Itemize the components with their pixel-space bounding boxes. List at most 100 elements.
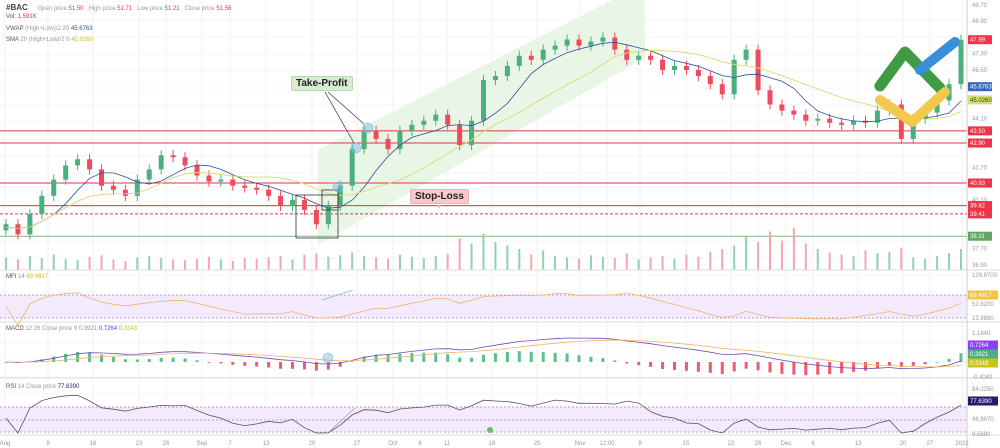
volume-bar xyxy=(231,260,234,270)
candle-body xyxy=(719,84,725,95)
high-label: High price xyxy=(88,6,116,12)
volume-bar xyxy=(697,256,700,270)
date-tick-label: 18 xyxy=(489,441,496,447)
price-legend: #BAC Open price 51.50 High price 51.71 L… xyxy=(6,3,231,12)
macd-histogram-bar xyxy=(661,362,665,369)
volume-bar xyxy=(387,258,389,270)
price-badge xyxy=(968,82,992,92)
volume-bar xyxy=(578,258,580,270)
candle-body xyxy=(827,118,833,123)
macd-histogram-bar xyxy=(243,362,247,366)
mfi-divergence-arrow xyxy=(321,289,354,301)
candle-body xyxy=(373,130,379,139)
candle-body xyxy=(39,195,45,215)
price-tick-label: 44.10 xyxy=(972,117,988,123)
candle-body xyxy=(349,149,355,186)
volume-bar xyxy=(733,245,736,270)
volume-bar xyxy=(5,257,7,270)
date-tick-label: 12:00 xyxy=(599,441,615,447)
macd-histogram-bar xyxy=(350,361,354,363)
sma-legend[interactable]: SMA 20 (High+Low)/2 0 45.0260 xyxy=(6,37,93,43)
macd-histogram-bar xyxy=(768,362,772,373)
macd-histogram-bar xyxy=(565,353,569,362)
indicator-badge xyxy=(968,358,998,368)
volume-bar xyxy=(255,258,258,270)
volume-bar xyxy=(375,257,378,270)
highlight-circle xyxy=(332,181,344,193)
macd-histogram-bar xyxy=(434,352,438,362)
candle-body xyxy=(409,124,415,131)
volume-bar xyxy=(219,259,222,270)
macd-legend[interactable]: MACD 12 26 Close price 9 0.3921 0.7264 0… xyxy=(6,326,137,332)
price-badge-label: 39.82 xyxy=(970,204,986,210)
candle-body xyxy=(146,169,152,180)
mfi-legend[interactable]: MFI 14 69.4817 xyxy=(6,274,48,280)
indicator-badge-label: 0.7264 xyxy=(970,343,989,349)
date-tick-label: Dec xyxy=(781,441,792,447)
vwap-legend[interactable]: VWAP (High+Low)/2 20 45.6763 xyxy=(6,26,93,32)
candle-body xyxy=(99,169,104,186)
take-profit-arrow xyxy=(327,91,365,125)
macd-histogram-bar xyxy=(195,360,199,362)
macd-histogram-bar xyxy=(183,358,187,362)
volume-bar xyxy=(267,257,270,270)
macd-histogram-bar xyxy=(279,362,283,369)
indicator-badge-label: 69.4817 xyxy=(970,293,992,299)
macd-histogram-bar xyxy=(899,362,903,368)
macd-histogram-bar xyxy=(756,362,760,371)
candle-body xyxy=(122,189,128,196)
volume-bar xyxy=(363,256,366,270)
indicator-tick-label: 13.8880 xyxy=(972,316,994,322)
date-tick-label: 15 xyxy=(683,441,690,447)
volume-bar xyxy=(804,243,807,270)
volume-bar xyxy=(40,258,43,270)
symbol-name: #BAC xyxy=(6,3,28,12)
date-tick-label: 26 xyxy=(755,441,762,447)
volume-bar xyxy=(589,255,592,270)
macd-histogram-bar xyxy=(541,352,545,362)
volume-bar xyxy=(745,236,748,270)
candle-body xyxy=(51,179,57,196)
candle-body xyxy=(325,205,331,225)
candle-body xyxy=(815,118,821,121)
volume-bar xyxy=(398,254,401,270)
date-tick-label: Aug xyxy=(0,441,10,447)
date-tick-label: 6 xyxy=(811,441,815,447)
macd-histogram-bar xyxy=(792,362,796,375)
candle-body xyxy=(874,110,880,123)
rsi-line xyxy=(5,394,962,434)
indicator-tick-label: 46.8970 xyxy=(972,417,994,423)
volume-bar xyxy=(52,254,55,270)
trend-channel xyxy=(318,0,645,245)
rsi-legend[interactable]: RSI 14 Close price 77.6390 xyxy=(6,384,79,390)
price-badge xyxy=(968,126,992,136)
candle-body xyxy=(707,76,713,85)
macd-histogram-bar xyxy=(673,362,676,370)
volume-bar xyxy=(315,253,318,270)
stop-loss-label: Stop-Loss xyxy=(410,189,469,204)
macd-histogram-bar xyxy=(159,357,163,362)
mfi-band xyxy=(0,295,967,318)
open-value: 51.50 xyxy=(68,6,84,12)
volume-bar xyxy=(64,258,67,270)
volume-bar xyxy=(16,259,19,270)
price-badge-label: 45.0260 xyxy=(970,98,992,104)
macd-histogram-bar xyxy=(52,356,56,362)
volume-bar xyxy=(924,258,927,270)
macd-histogram-bar xyxy=(470,357,474,362)
macd-histogram-bar xyxy=(780,362,784,374)
macd-histogram-bar xyxy=(338,362,342,367)
candle-body xyxy=(301,199,307,211)
high-value: 51.71 xyxy=(117,6,133,12)
watermark-logo xyxy=(487,427,493,433)
macd-histogram-bar xyxy=(732,362,736,372)
macd-highlight-circle xyxy=(322,352,334,364)
candle-body xyxy=(266,189,272,196)
volume-bar xyxy=(434,256,437,270)
macd-histogram-bar xyxy=(577,355,581,362)
price-badge-label: 45.6763 xyxy=(970,85,992,91)
macd-signal-line xyxy=(5,339,962,368)
volume-bar xyxy=(291,259,294,270)
candle-body xyxy=(576,39,582,46)
